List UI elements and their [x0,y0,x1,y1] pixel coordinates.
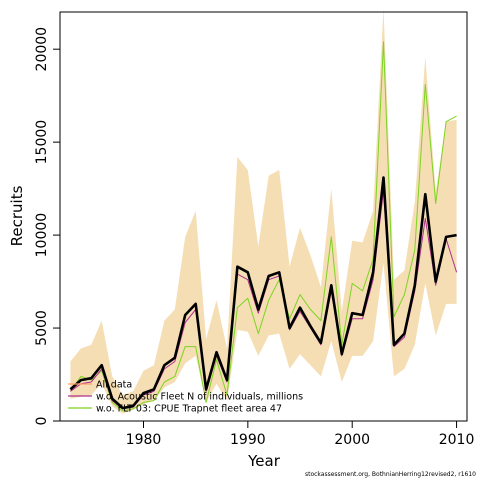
x-tick-label: 2010 [439,432,475,448]
plot-frame [59,11,468,422]
x-tick-label: 1990 [230,432,266,448]
legend-label-1: All data [96,380,132,391]
y-axis-title: Recruits [8,185,26,246]
y-tick-label: 15000 [34,120,50,165]
series-lines [69,41,458,412]
y-tick-label: 5000 [34,310,50,346]
legend-label-2: w.o. Acoustic Fleet N of individuals, mi… [96,392,303,403]
series-line-3 [69,41,457,412]
x-tick-label: 2000 [334,432,370,448]
x-axis: 1980 1990 2000 2010 [126,421,475,448]
legend-label-3: w.o. FLT 03: CPUE Trapnet fleet area 47 [96,404,282,415]
confidence-band [70,8,457,414]
y-axis: 0 5000 10000 15000 20000 [34,27,60,426]
footnote: stockassessment.org, BothnianHerring12re… [304,471,476,478]
series-line-1 [69,176,457,410]
y-tick-label: 0 [34,417,50,426]
y-tick-label: 20000 [34,27,50,72]
uncertainty-band [70,8,457,414]
y-tick-label: 10000 [34,213,50,258]
x-tick-label: 1980 [126,432,162,448]
x-axis-title: Year [247,452,281,470]
